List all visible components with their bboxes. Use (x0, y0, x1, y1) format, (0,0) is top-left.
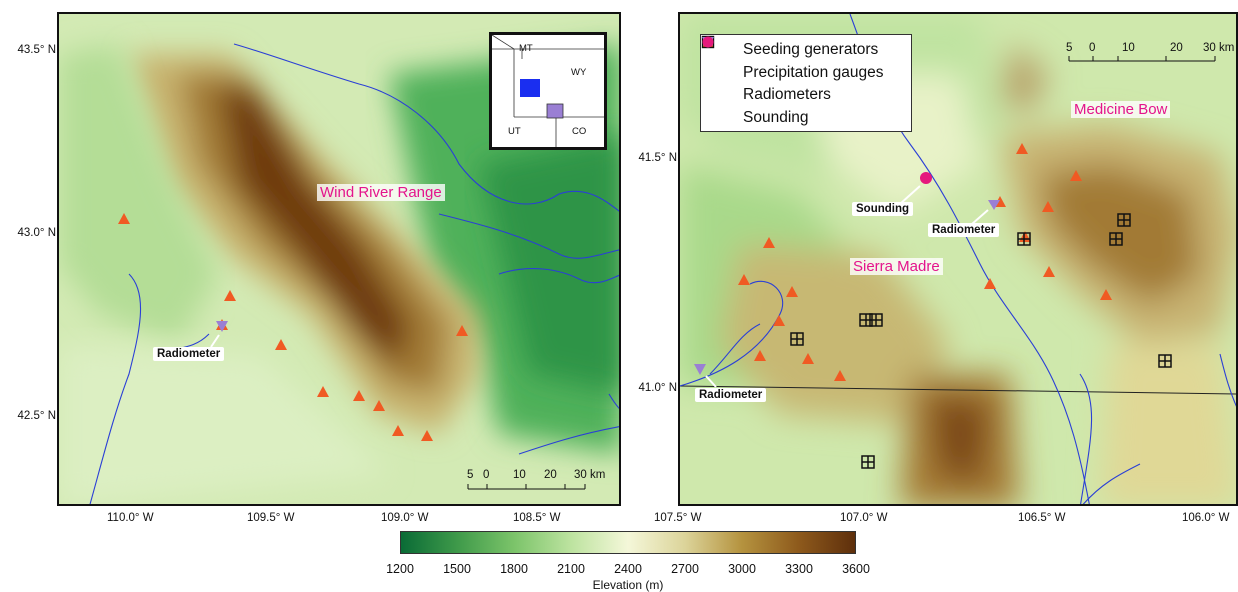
legend-label: Radiometers (743, 86, 831, 104)
legend-label: Precipitation gauges (743, 63, 884, 81)
colorbar-title: Elevation (m) (592, 578, 664, 592)
precipitation-gauge-marker (869, 313, 883, 327)
elevation-colorbar (400, 531, 856, 554)
sierra-madre-inset-box (546, 103, 564, 119)
medicine-bow-radiometer-marker (988, 200, 1000, 210)
seeding-generator-marker (1042, 201, 1054, 212)
sounding-callout: Sounding (852, 202, 914, 216)
colorbar-tick: 3600 (842, 562, 870, 576)
precipitation-gauge-marker (1158, 354, 1172, 368)
locator-inset: MT WY UT CO (489, 32, 607, 150)
inset-label-mt: MT (519, 43, 533, 54)
seeding-generator-marker (738, 274, 750, 285)
left-lat-43-5: 43.5° N (17, 44, 56, 56)
colorbar-tick: 2700 (671, 562, 699, 576)
precipitation-gauge-marker (1109, 232, 1123, 246)
seeding-generator-marker (1043, 266, 1055, 277)
seeding-generator-marker (754, 350, 766, 361)
sierra-madre-scale-10: 10 (1122, 42, 1135, 54)
sierra-madre-markers (694, 56, 1216, 469)
right-lon-107-5: 107.5° W (654, 512, 702, 524)
sierra-madre-scale-0: 0 (1089, 42, 1096, 54)
right-lat-41-5: 41.5° N (638, 152, 677, 164)
colorbar-tick: 2100 (557, 562, 585, 576)
sierra-madre-scale-20: 20 (1170, 42, 1183, 54)
seeding-generator-marker (1100, 289, 1112, 300)
colorbar-tick: 2400 (614, 562, 642, 576)
seeding-generator-marker (786, 286, 798, 297)
inset-label-co: CO (572, 126, 587, 137)
left-lon-109: 109.0° W (381, 512, 429, 524)
rivers (89, 43, 619, 504)
wind-river-range-label: Wind River Range (317, 184, 445, 201)
seeding-generator-marker (773, 315, 785, 326)
right-lon-106-5: 106.5° W (1018, 512, 1066, 524)
colorbar-tick: 3000 (728, 562, 756, 576)
state-border-line (680, 385, 1236, 395)
wind-river-map: MT WY UT CO Wind River Range Radiometer … (57, 12, 621, 506)
left-lon-110: 110.0° W (107, 512, 154, 524)
left-lat-43-0: 43.0° N (17, 227, 56, 239)
seeding-generator-marker (392, 425, 404, 436)
precipitation-gauge-marker (1017, 232, 1031, 246)
sierra-madre-scale-5: 5 (1066, 42, 1073, 54)
seeding-generator-marker (802, 353, 814, 364)
left-lon-109-5: 109.5° W (247, 512, 295, 524)
sounding-marker (920, 172, 932, 184)
wind-river-markers (118, 213, 586, 490)
colorbar-tick: 1200 (386, 562, 414, 576)
seeding-generator-marker (834, 370, 846, 381)
seeding-generator-marker (118, 213, 130, 224)
right-lon-107: 107.0° W (840, 512, 888, 524)
seeding-generator-marker (1070, 170, 1082, 181)
legend: Seeding generators Precipitation gauges … (700, 34, 912, 132)
seeding-generator-marker (373, 400, 385, 411)
inset-state-lines (492, 35, 604, 147)
seeding-generator-marker (1016, 143, 1028, 154)
wind-river-scale-5: 5 (467, 469, 474, 481)
left-lon-108-5: 108.5° W (513, 512, 561, 524)
medicine-bow-label: Medicine Bow (1071, 101, 1171, 118)
sierra-madre-label: Sierra Madre (850, 258, 943, 275)
wind-river-scale-30km: 30 km (574, 469, 606, 481)
seeding-generator-marker (317, 386, 329, 397)
wind-river-scale-0: 0 (483, 469, 490, 481)
radiometer-callout: Radiometer (153, 347, 225, 361)
wind-river-scale-10: 10 (513, 469, 526, 481)
wind-river-scale-20: 20 (544, 469, 557, 481)
colorbar-tick: 3300 (785, 562, 813, 576)
sierra-madre-medicine-bow-map: Seeding generators Precipitation gauges … (678, 12, 1238, 506)
legend-item-sounding: Sounding (702, 36, 903, 130)
sounding-icon (702, 36, 714, 48)
wind-river-scalebar (467, 484, 586, 490)
seeding-generator-marker (421, 430, 433, 441)
seeding-generator-marker (353, 390, 365, 401)
precipitation-gauge-marker (790, 332, 804, 346)
radiometer-callout-medicine-bow: Radiometer (928, 223, 1000, 237)
inset-label-wy: WY (571, 67, 587, 78)
legend-label: Seeding generators (743, 41, 879, 59)
wind-river-radiometer-marker (216, 321, 228, 332)
right-lat-41-0: 41.0° N (638, 382, 677, 394)
colorbar-tick: 1500 (443, 562, 471, 576)
precipitation-gauge-marker (1117, 213, 1131, 227)
seeding-generator-marker (224, 290, 236, 301)
left-lat-42-5: 42.5° N (17, 410, 56, 422)
inset-label-ut: UT (508, 126, 521, 137)
radiometer-callout-sierra-madre: Radiometer (695, 388, 767, 402)
seeding-generator-marker (984, 278, 996, 289)
seeding-generator-marker (763, 237, 775, 248)
seeding-generator-marker (456, 325, 468, 336)
precipitation-gauge-marker (861, 455, 875, 469)
colorbar-tick: 1800 (500, 562, 528, 576)
wind-river-inset-box (520, 79, 540, 97)
legend-label: Sounding (743, 108, 809, 126)
sierra-madre-scale-30km: 30 km (1203, 42, 1235, 54)
sierra-madre-scalebar (1068, 56, 1216, 62)
right-lon-106: 106.0° W (1182, 512, 1230, 524)
seeding-generator-marker (275, 339, 287, 350)
sierra-madre-radiometer-marker (694, 364, 706, 375)
